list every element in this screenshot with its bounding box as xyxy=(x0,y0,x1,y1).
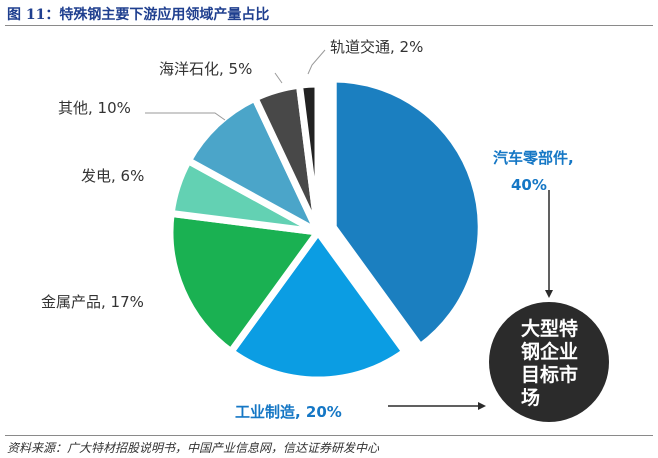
callout-text-line-0: 大型特 xyxy=(521,317,578,340)
footer-divider xyxy=(5,435,653,436)
slice-label-2: 金属产品, 17% xyxy=(41,293,144,311)
slice-label-5: 海洋石化, 5% xyxy=(159,60,252,78)
slice-label-6: 轨道交通, 2% xyxy=(330,38,423,56)
pie-slice-2 xyxy=(166,209,325,357)
slice-label-3: 发电, 6% xyxy=(81,167,144,185)
slice-label-4: 其他, 10% xyxy=(58,99,131,117)
slice-labels: 汽车零部件, 40% 工业制造, 20% 金属产品, 17% 发电, 6% 其他, 10%… xyxy=(41,38,574,421)
callout-text-line-1: 钢企业 xyxy=(521,340,578,363)
chart-title: 图 11：特殊钢主要下游应用领域产量占比 xyxy=(7,7,270,23)
pie-slice-0 xyxy=(329,75,485,352)
callout-text-line-2: 目标市 xyxy=(521,363,578,386)
slice-label-1: 工业制造, 20% xyxy=(235,403,342,421)
title-divider xyxy=(5,25,653,26)
callout-text-line-3: 场 xyxy=(521,387,540,409)
source-note: 资料来源：广大特材招股说明书，中国产业信息网，信达证券研发中心 xyxy=(7,441,380,455)
leader-line-4 xyxy=(145,112,226,121)
pie-slices xyxy=(166,75,485,384)
leader-line-5 xyxy=(274,72,283,84)
pie-slice-1 xyxy=(226,226,410,384)
pie-slice-6 xyxy=(295,80,322,233)
leader-lines xyxy=(145,49,326,121)
slice-label-0: 汽车零部件, xyxy=(493,149,574,167)
leader-line-6 xyxy=(307,49,326,75)
callout-circle xyxy=(489,302,609,422)
slice-value-label-0: 40% xyxy=(511,176,547,194)
